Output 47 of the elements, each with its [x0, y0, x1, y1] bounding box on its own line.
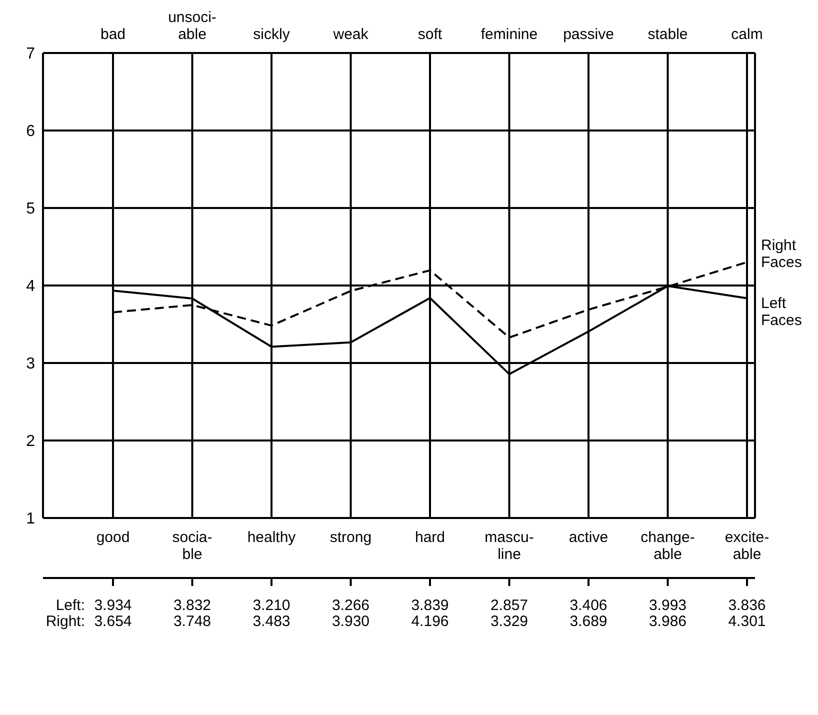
data-label: 4.301	[728, 613, 766, 630]
x-tick-label: healthy	[247, 529, 296, 546]
text: Left:	[56, 597, 85, 614]
data-label: 3.483	[252, 613, 290, 630]
data-label: 3.210	[252, 597, 290, 614]
data-label: 3.993	[648, 597, 687, 614]
y-tick-label: 7	[26, 46, 36, 63]
y-tick-label: 5	[26, 200, 36, 218]
data-label: 3.930	[332, 613, 370, 630]
x-tick-label: hard	[414, 529, 446, 546]
y-tick-label: 3	[26, 356, 36, 373]
text: weak	[332, 26, 369, 43]
data-label: 4.196	[411, 613, 449, 630]
x-tick-label: change-able	[640, 529, 695, 563]
data-label: 3.406	[570, 597, 608, 614]
text: feminine	[480, 26, 538, 43]
x-tick-label: mascu-line	[484, 529, 534, 563]
y-tick-label: 2	[26, 433, 36, 450]
data-label: 3.839	[411, 597, 449, 614]
x-tick-label: active	[568, 529, 608, 546]
data-label: 3.689	[570, 613, 608, 630]
data-label: 3.832	[173, 597, 212, 614]
text: stable	[648, 26, 688, 43]
text: calm	[731, 26, 763, 43]
text: unsoci-able	[168, 9, 216, 43]
data-label: 2.857	[490, 597, 528, 614]
text: sickly	[253, 26, 290, 43]
data-label: 3.329	[490, 613, 528, 630]
series-label: Left Faces	[761, 295, 802, 330]
series-label: Right Faces	[761, 237, 802, 272]
data-label: 3.836	[728, 597, 766, 614]
data-label: 3.266	[332, 597, 370, 614]
y-tick-label: 4	[26, 278, 36, 296]
x-tick-label: excite-able	[724, 529, 770, 563]
x-tick-label: strong	[330, 529, 372, 546]
y-tick-label: 6	[26, 123, 36, 140]
y-tick-label: 1	[26, 510, 36, 528]
x-tick-label: socia-ble	[172, 529, 212, 563]
data-label: 3.654	[94, 613, 132, 630]
x-tick-label: good	[96, 529, 130, 546]
text: Right:	[46, 613, 85, 630]
data-label: 3.986	[648, 613, 687, 630]
text: soft	[418, 26, 443, 43]
text: bad	[100, 26, 126, 43]
data-label: 3.748	[173, 613, 212, 630]
data-label: 3.934	[94, 597, 132, 614]
text: passive	[563, 26, 614, 43]
